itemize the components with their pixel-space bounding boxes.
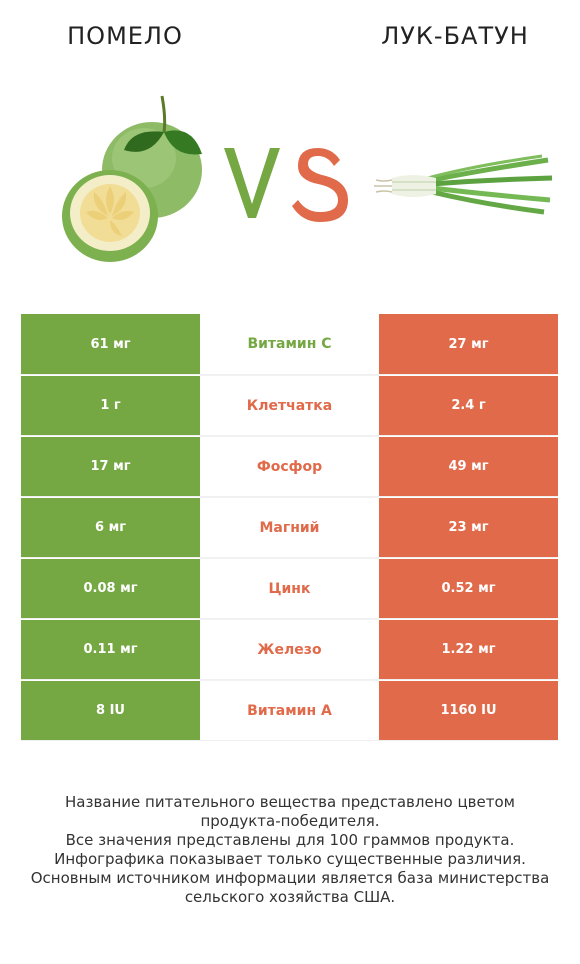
left-value: 0.11 мг: [21, 619, 200, 679]
footer-line: Инфографика показывает только существенн…: [54, 850, 526, 868]
table-row: 6 мг Магний 23 мг: [21, 497, 558, 558]
vs-logo: [224, 148, 348, 222]
right-product-title: ЛУК-БАТУН: [381, 22, 529, 50]
nutrient-name: Железо: [200, 619, 379, 679]
right-value: 49 мг: [379, 436, 558, 496]
right-value: 0.52 мг: [379, 558, 558, 618]
left-value: 1 г: [21, 375, 200, 435]
pomelo-image: [62, 95, 202, 262]
footer-line: Название питательного вещества представл…: [65, 793, 515, 811]
footer-note: Название питательного вещества представл…: [20, 793, 560, 907]
footer-line: Все значения представлены для 100 граммо…: [65, 831, 515, 849]
left-value: 0.08 мг: [21, 558, 200, 618]
table-row: 8 IU Витамин А 1160 IU: [21, 680, 558, 741]
right-value: 23 мг: [379, 497, 558, 557]
footer-line: сельского хозяйства США.: [184, 888, 396, 906]
footer-line: продукта-победителя.: [200, 812, 380, 830]
right-value: 2.4 г: [379, 375, 558, 435]
right-value: 27 мг: [379, 314, 558, 374]
table-row: 0.11 мг Железо 1.22 мг: [21, 619, 558, 680]
nutrient-name: Цинк: [200, 558, 379, 618]
left-value: 6 мг: [21, 497, 200, 557]
right-value: 1.22 мг: [379, 619, 558, 679]
left-value: 8 IU: [21, 680, 200, 740]
nutrient-name: Клетчатка: [200, 375, 379, 435]
left-value: 17 мг: [21, 436, 200, 496]
nutrient-name: Фосфор: [200, 436, 379, 496]
left-value: 61 мг: [21, 314, 200, 374]
table-row: 61 мг Витамин С 27 мг: [21, 314, 558, 375]
vs-v-letter: [224, 148, 280, 218]
table-row: 0.08 мг Цинк 0.52 мг: [21, 558, 558, 619]
vs-s-letter: [292, 148, 348, 222]
nutrient-name: Витамин А: [200, 680, 379, 740]
scallion-image: [374, 154, 553, 215]
right-value: 1160 IU: [379, 680, 558, 740]
nutrient-name: Магний: [200, 497, 379, 557]
comparison-table: 61 мг Витамин С 27 мг 1 г Клетчатка 2.4 г 17 м…: [21, 314, 558, 741]
footer-line: Основным источником информации является …: [30, 869, 550, 887]
table-row: 17 мг Фосфор 49 мг: [21, 436, 558, 497]
nutrient-name: Витамин С: [200, 314, 379, 374]
left-product-title: ПОМЕЛО: [67, 22, 183, 50]
table-row: 1 г Клетчатка 2.4 г: [21, 375, 558, 436]
